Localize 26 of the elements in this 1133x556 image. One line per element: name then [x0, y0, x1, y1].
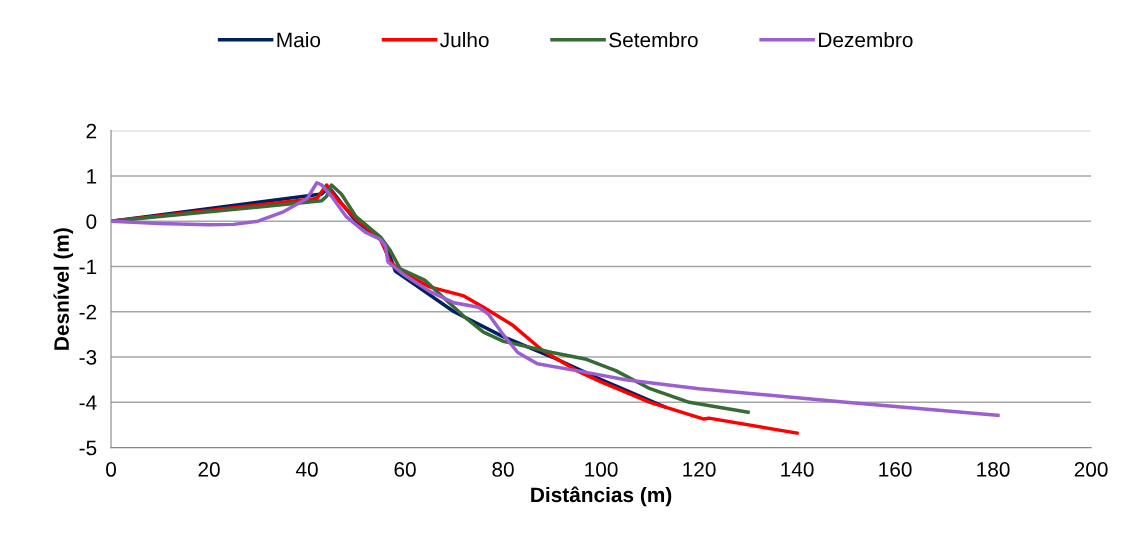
x-tick-label: 20	[198, 462, 220, 477]
x-tick-label: 40	[295, 462, 318, 477]
y-tick-label: -1	[79, 259, 97, 275]
y-tick-label: 1	[87, 169, 97, 184]
x-tick-label: 60	[394, 462, 416, 477]
legend-label: Setembro	[609, 31, 698, 48]
legend-label: Maio	[277, 31, 321, 48]
legend-label: Dezembro	[819, 31, 913, 48]
x-tick-label: 140	[781, 462, 814, 477]
line-series	[111, 180, 1000, 418]
x-tick-label: 100	[585, 462, 618, 477]
x-tick-label: 160	[879, 462, 912, 477]
x-tick-label: 200	[1074, 462, 1108, 477]
y-tick-label: -4	[79, 395, 97, 410]
x-tick-label: 180	[977, 462, 1010, 477]
y-tick-label: -2	[79, 304, 97, 320]
y-tick-label: -3	[79, 350, 97, 365]
legend-label: Julho	[440, 31, 489, 48]
y-tick-label: 0	[86, 214, 97, 229]
x-tick-label: 120	[683, 462, 716, 477]
x-axis-title: Distâncias (m)	[531, 486, 672, 507]
x-tick-label: 0	[106, 462, 117, 477]
x-tick-label: 80	[492, 462, 514, 477]
y-tick-label: -5	[79, 440, 97, 456]
y-tick-label: 2	[86, 123, 97, 139]
y-axis-title: Desnível (m)	[53, 228, 74, 350]
